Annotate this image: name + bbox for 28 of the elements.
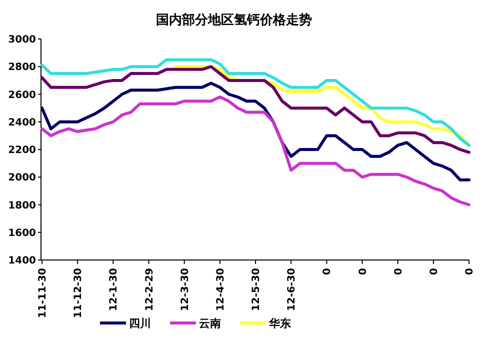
- x-tick-label: 0: [393, 268, 404, 275]
- x-tick-label: 11-12-30: [73, 268, 84, 318]
- y-tick-label: 2600: [8, 90, 36, 101]
- legend-label: 四川: [129, 316, 151, 330]
- x-tick-label: 12-2-29: [144, 268, 156, 312]
- chart-title: 国内部分地区氢钙价格走势: [156, 12, 312, 28]
- x-tick-label: 11-11-30: [38, 268, 48, 318]
- x-tick-label: 12-3-30: [180, 268, 191, 312]
- y-tick-label: 1400: [8, 256, 36, 266]
- y-tick-label: 2000: [8, 172, 36, 184]
- x-tick-label: 0: [464, 268, 476, 275]
- y-tick-label: 1600: [8, 228, 36, 239]
- y-tick-label: 2200: [8, 145, 36, 156]
- legend-label: 华东: [268, 316, 291, 330]
- x-tick-label: 12-6-30: [286, 268, 298, 312]
- x-tick-label: 12-5-30: [251, 268, 262, 312]
- x-tick-label: 0: [358, 268, 369, 275]
- line-series: [40, 82, 470, 182]
- x-tick-label: 0: [428, 268, 440, 275]
- y-tick-label: 2400: [8, 117, 36, 128]
- y-tick-label: 2800: [8, 62, 36, 74]
- x-tick-label: 12-4-30: [215, 268, 226, 312]
- x-tick-label: 12-1-30: [108, 268, 120, 312]
- line-series: [40, 96, 470, 206]
- legend-label: 云南: [199, 316, 221, 330]
- y-tick-label: 3000: [8, 34, 36, 46]
- y-tick-label: 1800: [8, 200, 36, 212]
- x-tick-label: 0: [322, 268, 334, 275]
